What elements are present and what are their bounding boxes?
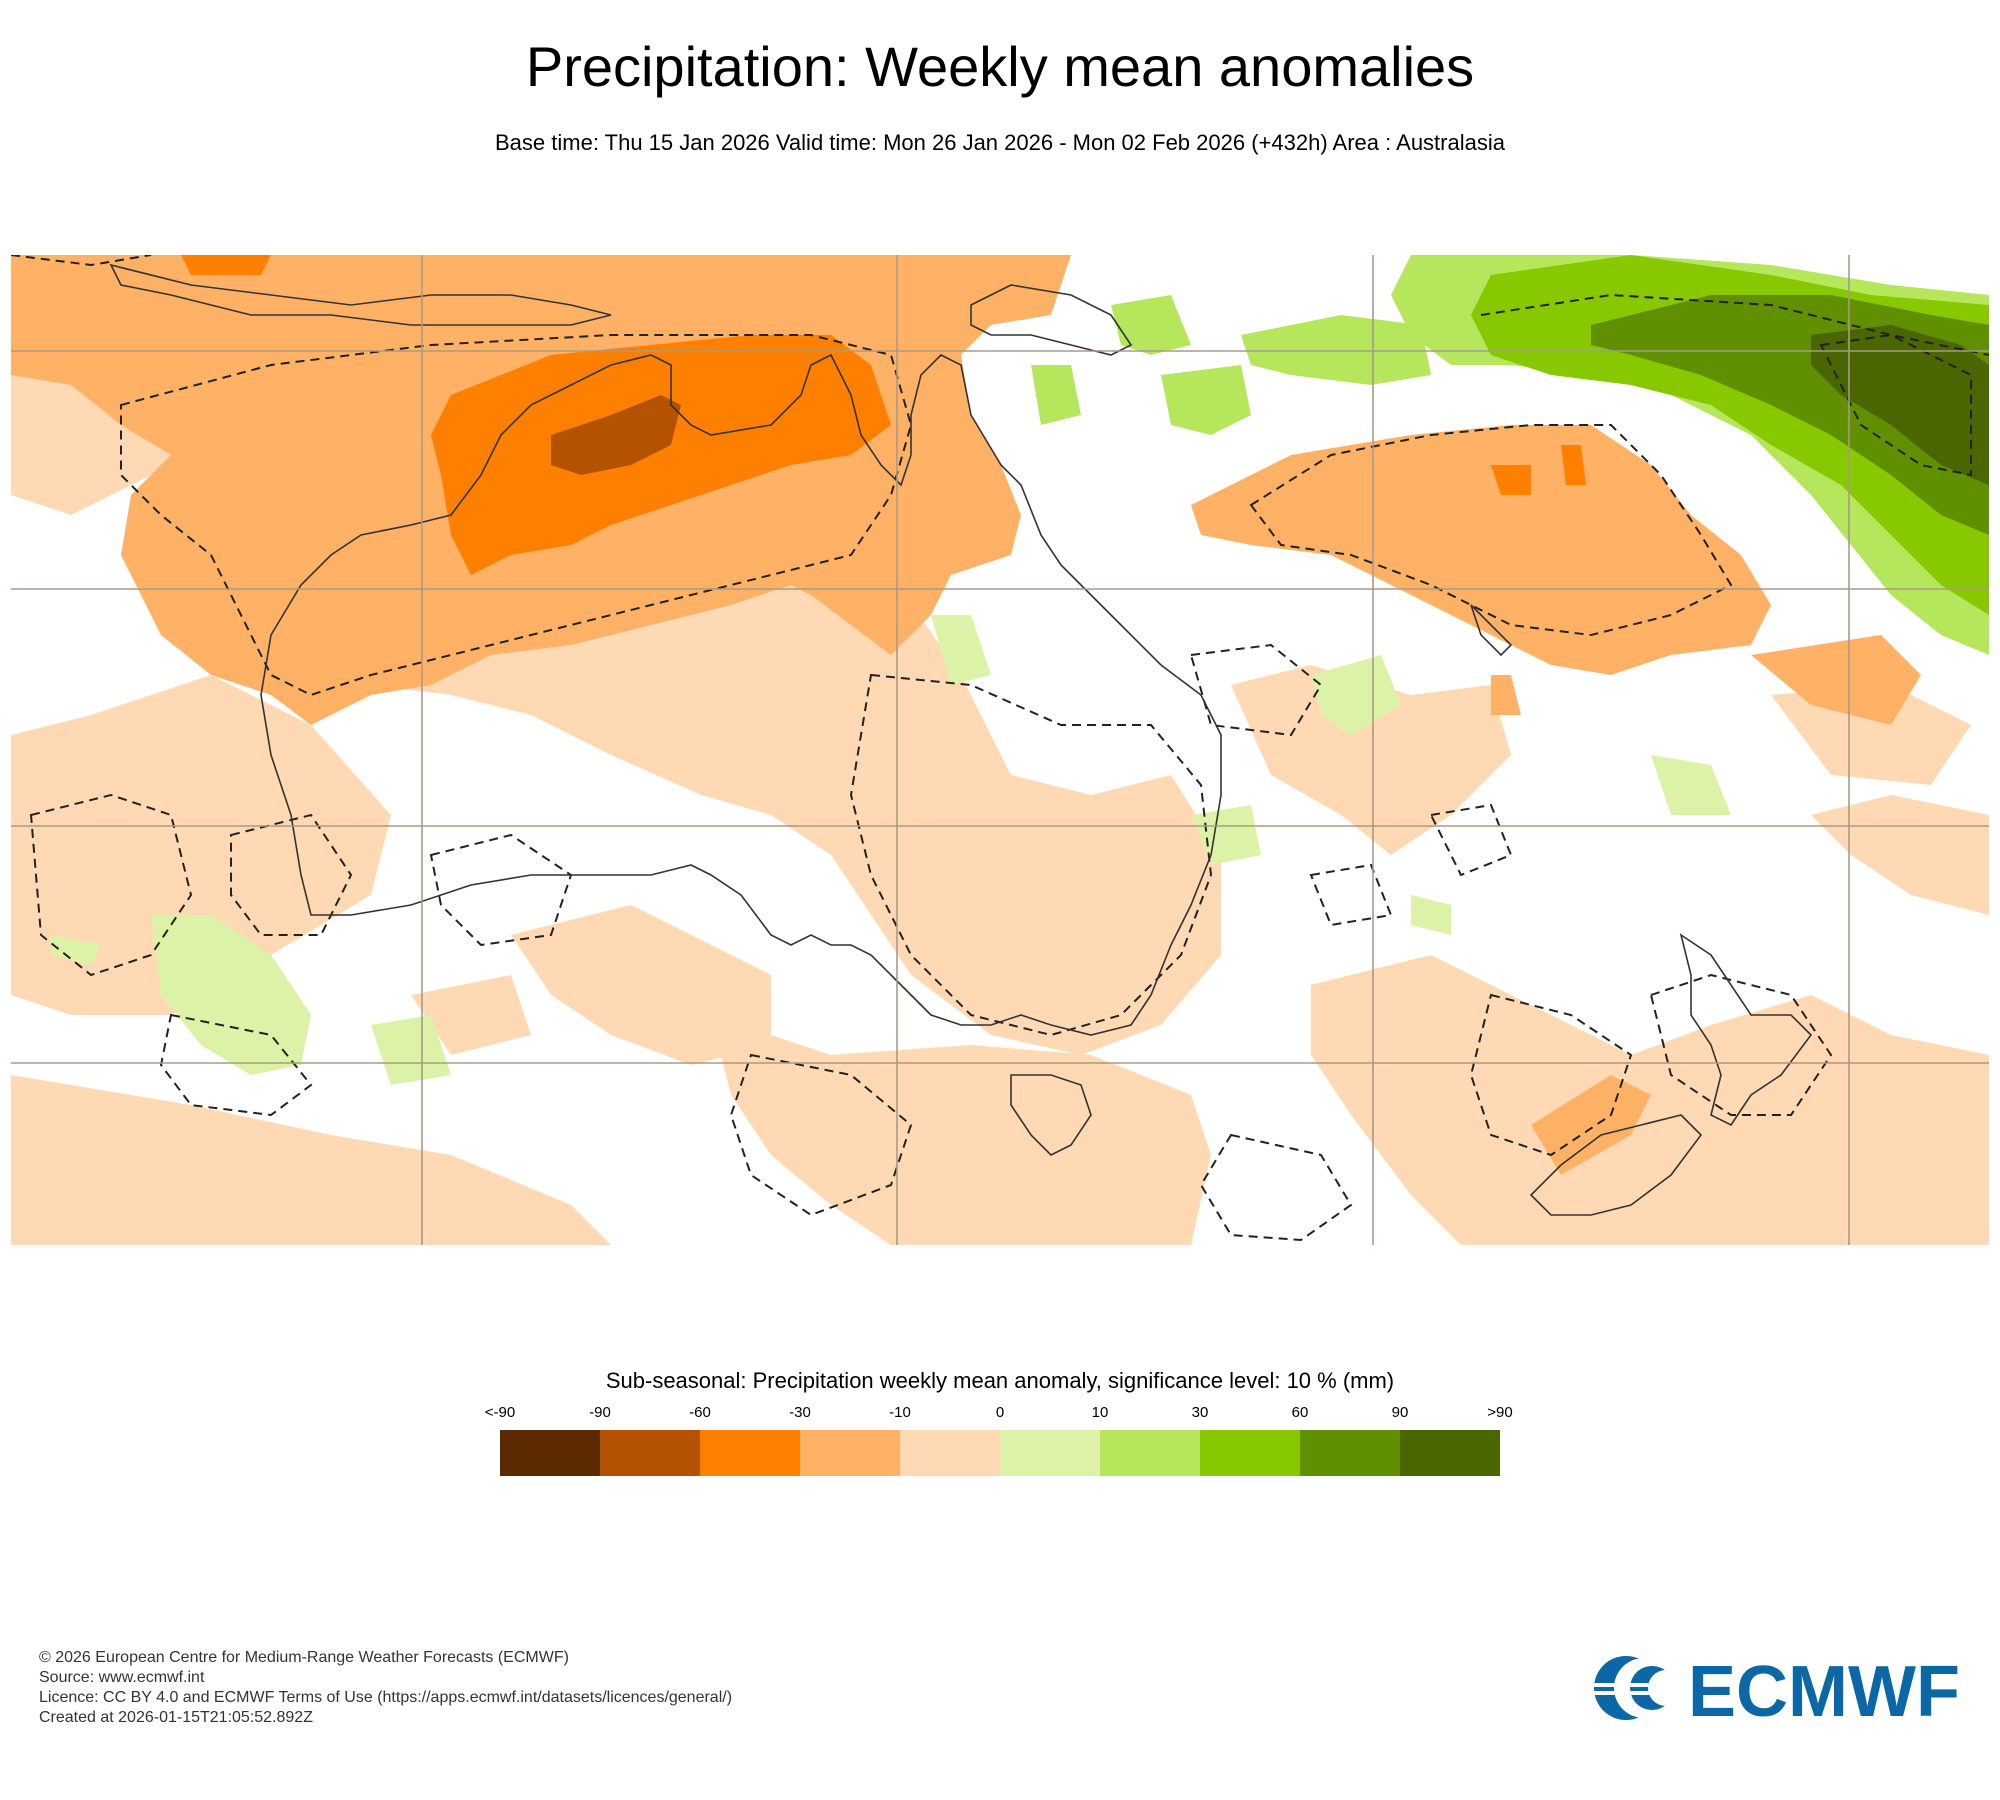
anomaly-light-orange [11, 345, 1989, 1245]
legend-swatch [1300, 1430, 1400, 1476]
anomaly-map [11, 255, 1989, 1245]
legend-swatch [900, 1430, 1000, 1476]
legend-tick-label: 10 [1091, 1404, 1109, 1421]
legend-tick-label: <-90 [484, 1404, 516, 1421]
footer-created: Created at 2026-01-15T21:05:52.892Z [39, 1709, 313, 1726]
anomaly-light-green [51, 615, 1731, 1085]
legend-colour-bar [500, 1430, 1500, 1476]
graticule [11, 255, 1989, 1245]
ecmwf-logo-mark [1592, 1656, 1684, 1720]
legend-swatch [700, 1430, 800, 1476]
anomaly-dark-orange [551, 395, 681, 475]
legend-swatch [800, 1430, 900, 1476]
legend-tick-label: 90 [1391, 1404, 1409, 1421]
legend-tick-label: -30 [789, 1404, 811, 1421]
footer-source: Source: www.ecmwf.int [39, 1669, 205, 1686]
legend-tick-label: -10 [889, 1404, 911, 1421]
map-subtitle: Base time: Thu 15 Jan 2026 Valid time: M… [495, 130, 1505, 155]
legend-tick-label: -60 [689, 1404, 711, 1421]
footer-licence: Licence: CC BY 4.0 and ECMWF Terms of Us… [39, 1689, 733, 1706]
legend-swatch [500, 1430, 600, 1476]
new-caledonia-coastline [1470, 604, 1513, 657]
significance-contours [11, 255, 1989, 1242]
map-panel [11, 255, 1989, 1245]
legend-tick-label: 30 [1191, 1404, 1209, 1421]
legend-swatch [1000, 1430, 1100, 1476]
new-zealand-north-island [1679, 933, 1813, 1127]
ecmwf-logo-text: ECMWF [1688, 1652, 1960, 1726]
indonesia-coastline [109, 263, 612, 326]
legend-tick-label: >90 [1487, 1404, 1513, 1421]
anomaly-strong-orange [181, 255, 1586, 575]
map-title: Precipitation: Weekly mean anomalies [525, 35, 1475, 98]
australia-coastline [260, 353, 1222, 1036]
tasmania-coastline [1010, 1074, 1092, 1156]
footer: © 2026 European Centre for Medium-Range … [39, 1648, 732, 1728]
ecmwf-logo: ECMWF [1592, 1652, 1960, 1726]
colour-legend: <-90 -90 -60 -30 -10 0 10 30 60 90 >90 [484, 1404, 1513, 1476]
coastlines [109, 263, 1813, 1216]
new-guinea-coastline [970, 284, 1133, 356]
legend-tick-label: 60 [1291, 1404, 1309, 1421]
legend-swatch [1400, 1430, 1500, 1476]
legend-swatch [1100, 1430, 1200, 1476]
anomaly-darkest-green [1811, 325, 1989, 485]
legend-tick-label: -90 [589, 1404, 611, 1421]
legend-title: Sub-seasonal: Precipitation weekly mean … [605, 1368, 1395, 1393]
legend-tick-label: 0 [995, 1404, 1005, 1421]
new-zealand-south-island [1529, 1114, 1703, 1216]
footer-copyright: © 2026 European Centre for Medium-Range … [39, 1649, 569, 1666]
legend-swatch [600, 1430, 700, 1476]
legend-swatch [1200, 1430, 1300, 1476]
